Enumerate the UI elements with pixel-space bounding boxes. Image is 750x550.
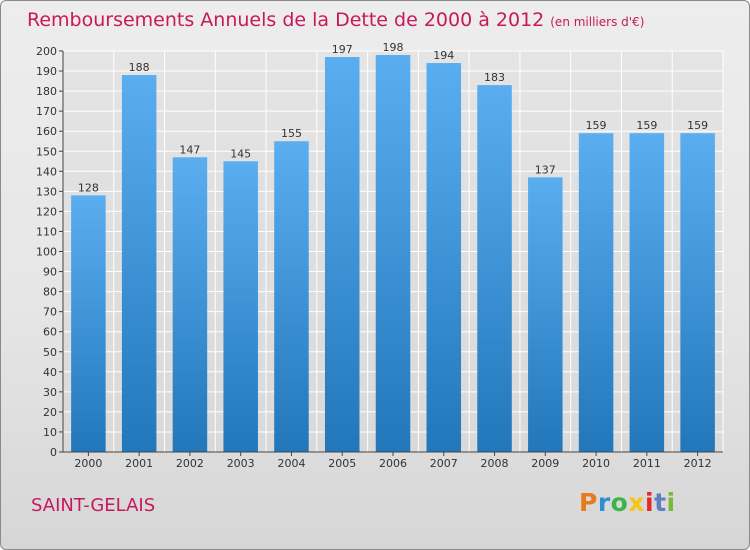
bar-value-label: 194 bbox=[433, 49, 454, 62]
bar-value-label: 128 bbox=[78, 181, 99, 194]
logo-letter: o bbox=[610, 488, 629, 517]
chart-title-text: Remboursements Annuels de la Dette de 20… bbox=[27, 9, 545, 31]
x-tick-label: 2003 bbox=[227, 457, 255, 470]
y-tick-label: 200 bbox=[36, 45, 57, 58]
x-tick-label: 2009 bbox=[531, 457, 559, 470]
proxiti-logo: Proxiti bbox=[579, 488, 676, 517]
logo-letter: r bbox=[597, 488, 611, 517]
bar-value-label: 188 bbox=[129, 61, 150, 74]
y-tick-label: 110 bbox=[36, 225, 57, 238]
x-tick-label: 2010 bbox=[582, 457, 610, 470]
y-tick-label: 120 bbox=[36, 205, 57, 218]
bar bbox=[578, 133, 614, 452]
bar-value-label: 197 bbox=[332, 43, 353, 56]
y-tick-label: 160 bbox=[36, 125, 57, 138]
bar bbox=[223, 161, 258, 452]
x-tick-label: 2000 bbox=[74, 457, 102, 470]
x-tick-label: 2008 bbox=[481, 457, 509, 470]
logo-letter: t bbox=[654, 488, 667, 517]
chart-subtitle: (en milliers d'€) bbox=[550, 15, 645, 29]
x-tick-label: 2002 bbox=[176, 457, 204, 470]
bar bbox=[121, 75, 157, 452]
logo-letter: P bbox=[579, 488, 598, 517]
y-tick-label: 180 bbox=[36, 85, 57, 98]
y-tick-label: 0 bbox=[50, 446, 57, 459]
y-tick-label: 130 bbox=[36, 185, 57, 198]
bar bbox=[629, 133, 665, 452]
bar bbox=[274, 141, 309, 452]
y-tick-label: 150 bbox=[36, 145, 57, 158]
bar bbox=[375, 55, 411, 452]
y-tick-label: 90 bbox=[43, 266, 57, 279]
y-tick-label: 50 bbox=[43, 346, 57, 359]
y-tick-label: 30 bbox=[43, 386, 57, 399]
bar-value-label: 159 bbox=[687, 119, 708, 132]
bar-value-label: 145 bbox=[230, 147, 251, 160]
y-tick-label: 60 bbox=[43, 326, 57, 339]
chart-title: Remboursements Annuels de la Dette de 20… bbox=[27, 9, 644, 31]
bar-value-label: 183 bbox=[484, 71, 505, 84]
bar bbox=[680, 133, 715, 452]
logo-letter: x bbox=[628, 488, 645, 517]
bar-value-label: 159 bbox=[636, 119, 657, 132]
bar bbox=[477, 85, 512, 453]
logo-letter: i bbox=[666, 488, 676, 517]
y-tick-label: 190 bbox=[36, 65, 57, 78]
bar-value-label: 155 bbox=[281, 127, 302, 140]
bar bbox=[528, 177, 563, 452]
place-name: SAINT-GELAIS bbox=[31, 495, 156, 516]
bar bbox=[324, 57, 360, 452]
bar-value-label: 159 bbox=[586, 119, 607, 132]
axes: 0 10 20 30 40 50 60 70 80 90 100 110 120 130 140 150 160… bbox=[36, 45, 723, 470]
bar bbox=[71, 195, 106, 453]
y-tick-label: 40 bbox=[43, 366, 57, 379]
bars bbox=[71, 55, 715, 453]
x-tick-label: 2011 bbox=[633, 457, 661, 470]
bar bbox=[426, 63, 462, 452]
logo-letter: i bbox=[645, 488, 655, 517]
x-tick-label: 2001 bbox=[125, 457, 153, 470]
y-tick-label: 80 bbox=[43, 286, 57, 299]
x-tick-label: 2005 bbox=[328, 457, 356, 470]
x-tick-label: 2007 bbox=[430, 457, 458, 470]
bar-value-label: 198 bbox=[383, 41, 404, 54]
y-tick-label: 100 bbox=[36, 246, 57, 259]
x-tick-label: 2006 bbox=[379, 457, 407, 470]
bar-value-label: 137 bbox=[535, 163, 556, 176]
x-tick-label: 2004 bbox=[277, 457, 305, 470]
y-tick-label: 10 bbox=[43, 426, 57, 439]
bar bbox=[172, 157, 208, 452]
y-tick-label: 20 bbox=[43, 406, 57, 419]
y-tick-label: 170 bbox=[36, 105, 57, 118]
bar-value-label: 147 bbox=[179, 143, 200, 156]
y-tick-label: 70 bbox=[43, 306, 57, 319]
y-tick-label: 140 bbox=[36, 165, 57, 178]
x-tick-label: 2012 bbox=[684, 457, 712, 470]
value-labels: 128 188 147 145 155 197 198 194 183 137 159 159 159 bbox=[78, 41, 708, 194]
